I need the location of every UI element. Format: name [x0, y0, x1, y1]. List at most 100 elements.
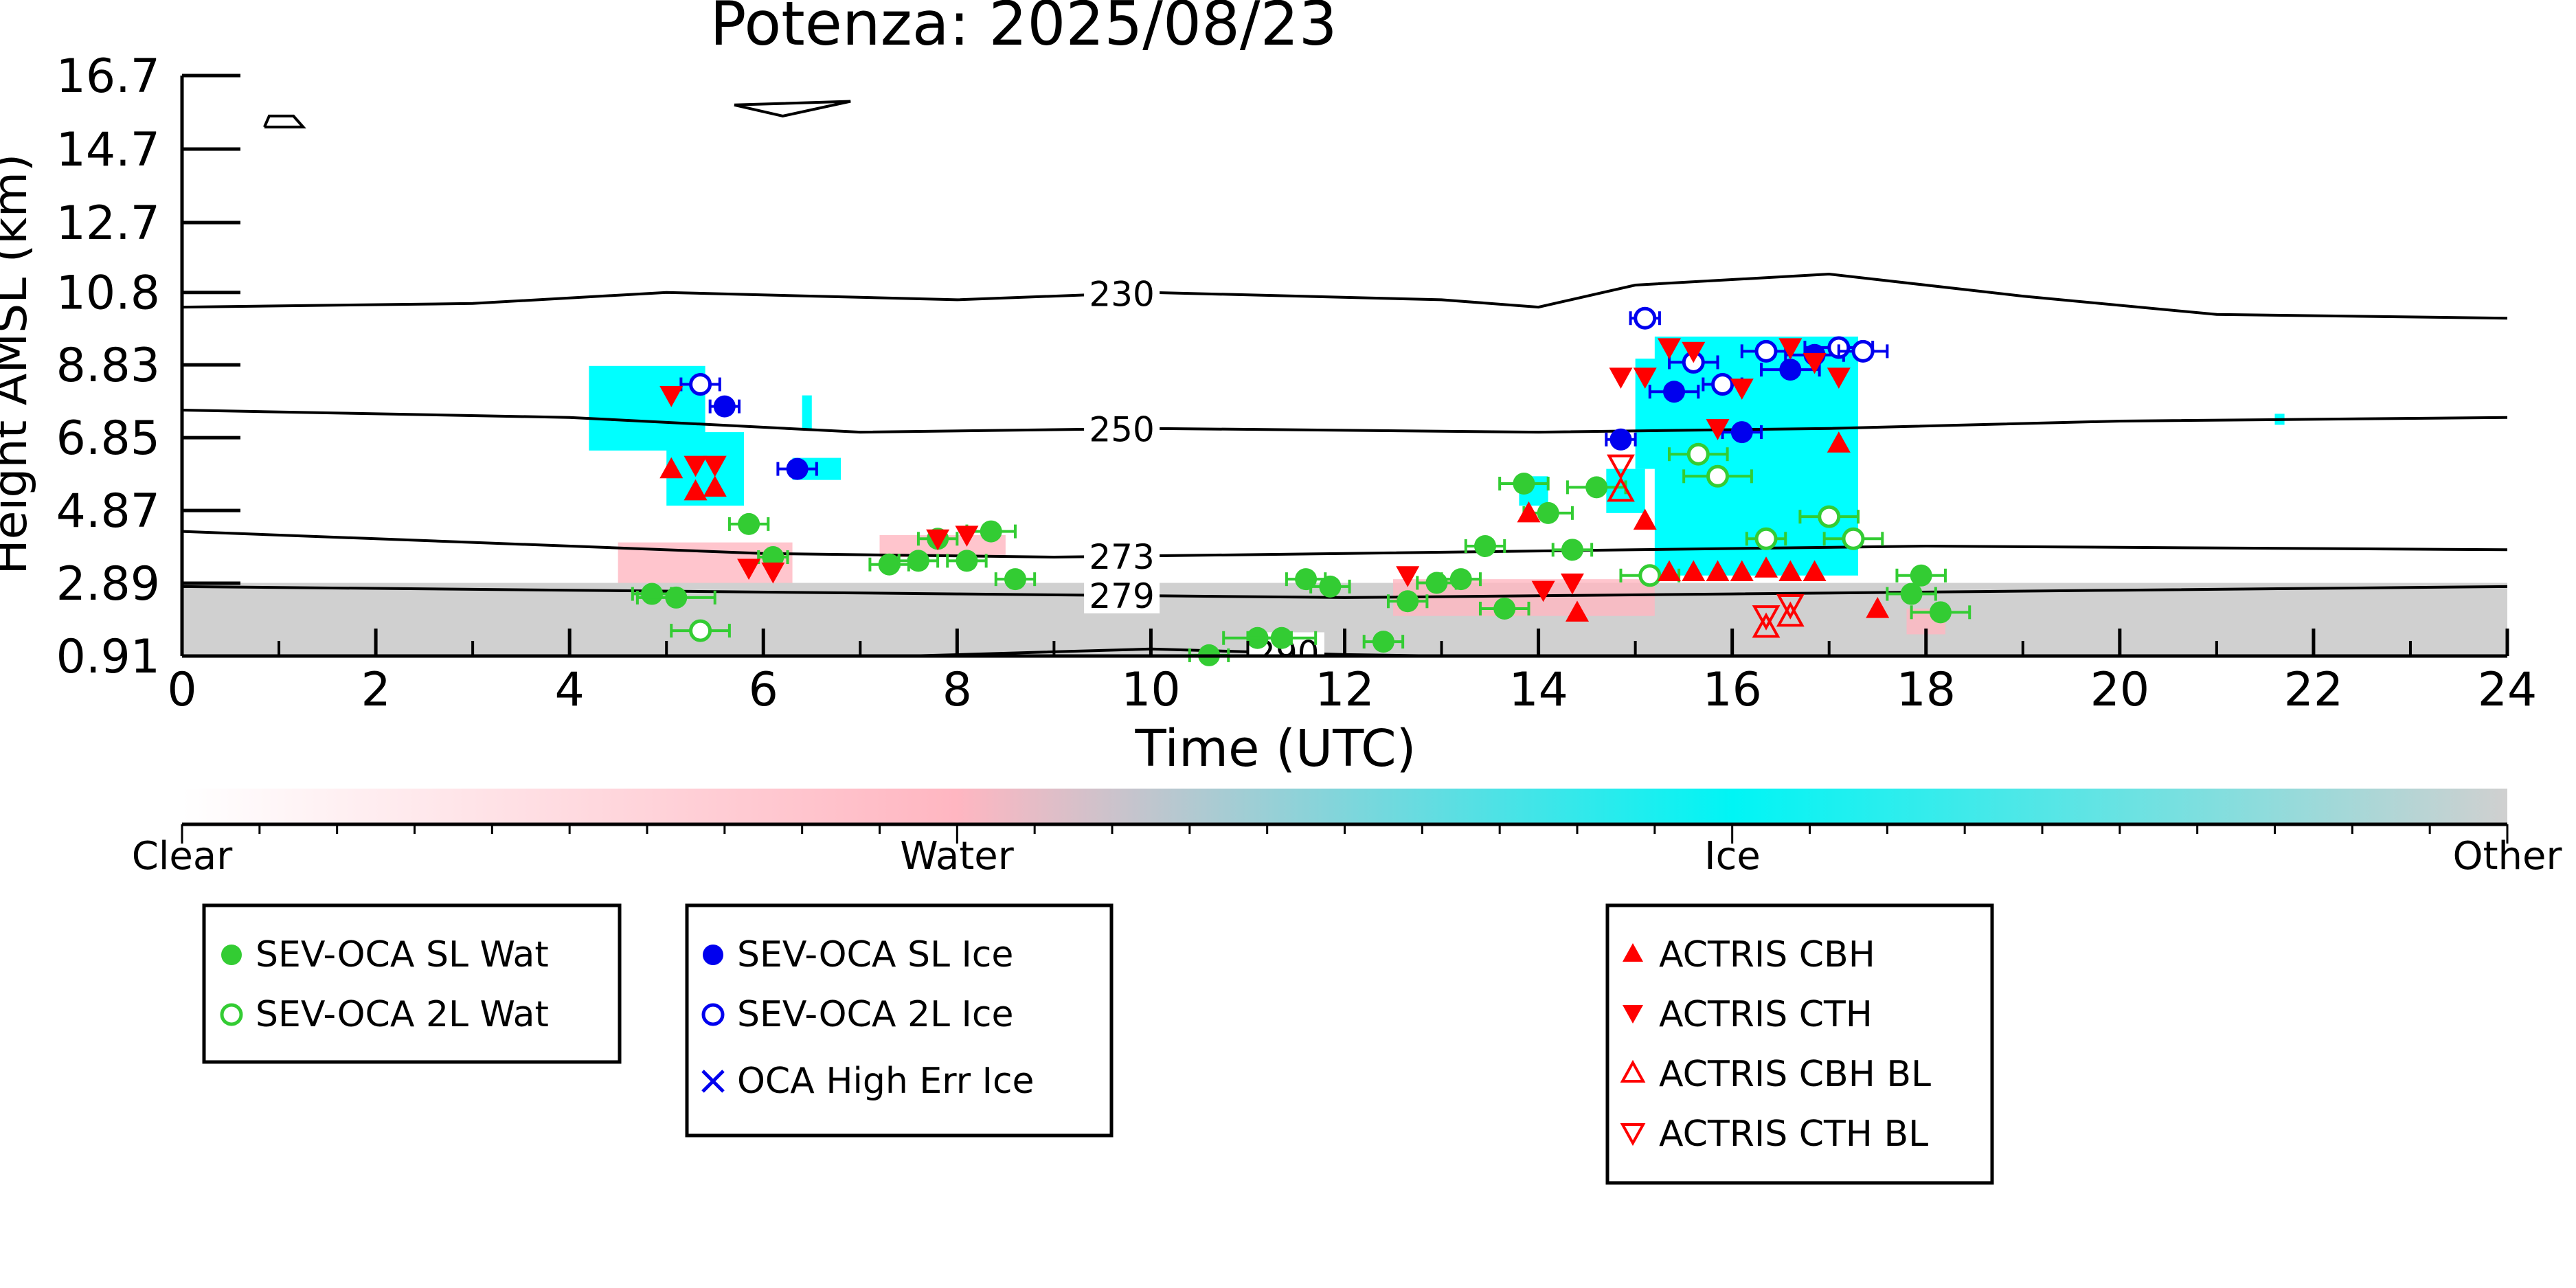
- x-tick-label: 0: [167, 663, 196, 717]
- data-point: [1730, 379, 1754, 400]
- data-point: [1663, 381, 1686, 403]
- data-point: [1803, 352, 1827, 374]
- y-ticks: 0.91 2.89 4.87 6.85 8.83 10.8 12.7 14.7 16.7: [56, 49, 240, 684]
- data-point: [1319, 575, 1342, 598]
- y-tick-label: 10.8: [56, 267, 160, 321]
- x-tick-label: 24: [2478, 663, 2538, 717]
- y-tick-label: 8.83: [56, 339, 160, 393]
- contour-label-bg: [1084, 574, 1160, 613]
- legend-label: SEV-OCA 2L Wat: [256, 994, 549, 1035]
- data-point: [1818, 505, 1841, 528]
- x-tick-label: 8: [942, 663, 972, 717]
- data-point: [703, 475, 727, 497]
- colorbar-gradient: [182, 789, 2507, 824]
- data-point: [1537, 501, 1559, 524]
- data-point: [659, 457, 683, 479]
- data-point: [1754, 339, 1778, 363]
- data-point: [1827, 368, 1851, 389]
- data-point: [1910, 564, 1932, 587]
- x-tick-label: 20: [2090, 663, 2150, 717]
- data-point: [1609, 428, 1632, 451]
- legend-marker-high-err-ice: [701, 1070, 725, 1093]
- contour-label: 279: [1089, 576, 1154, 616]
- data-point: [956, 550, 978, 572]
- data-point: [1842, 527, 1865, 550]
- colorbar-label-other: Other: [2452, 834, 2562, 879]
- colorbar-label-ice: Ice: [1704, 834, 1761, 879]
- data-point: [1607, 454, 1635, 480]
- data-point: [1585, 476, 1608, 499]
- data-point: [878, 553, 901, 576]
- data-point: [1493, 597, 1516, 620]
- contour-line: [734, 100, 851, 117]
- contour-label-bg: [1084, 273, 1160, 312]
- data-point: [907, 550, 929, 572]
- x-tick-label: 14: [1509, 663, 1568, 717]
- y-tick-label: 14.7: [56, 123, 160, 177]
- data-point: [713, 395, 736, 418]
- legend-marker-2l-ice: [701, 1003, 725, 1026]
- data-point: [1517, 501, 1541, 523]
- data-point: [1449, 568, 1472, 591]
- data-point: [1776, 601, 1805, 627]
- data-point: [1397, 590, 1419, 613]
- data-point: [1706, 560, 1730, 582]
- contour-label: 273: [1089, 537, 1154, 577]
- legend-marker-sl-wat: [221, 945, 242, 965]
- x-tick-label: 12: [1315, 663, 1375, 717]
- cloud-mask-layer: [182, 336, 2507, 656]
- data-point: [1270, 626, 1293, 649]
- colorbar-label-water: Water: [900, 834, 1015, 879]
- data-point: [1803, 560, 1827, 582]
- data-point: [1929, 601, 1952, 624]
- data-point: [1706, 419, 1730, 440]
- data-point: [1561, 539, 1583, 561]
- data-point: [1682, 560, 1706, 582]
- legend-label: ACTRIS CBH: [1659, 934, 1875, 975]
- data-point: [1779, 359, 1802, 381]
- data-point: [1866, 596, 1890, 618]
- legend-box: [685, 903, 1114, 1138]
- data-point: [1776, 594, 1805, 620]
- data-point: [1638, 564, 1662, 587]
- y-tick-label: 12.7: [56, 196, 160, 251]
- contour-line: [182, 585, 2507, 599]
- data-point: [1730, 560, 1754, 582]
- legend-label: SEV-OCA SL Wat: [256, 934, 549, 975]
- x-tick-label: 16: [1702, 663, 1762, 717]
- data-point: [1827, 431, 1851, 453]
- data-point: [1851, 339, 1875, 363]
- data-point: [1396, 566, 1420, 587]
- data-point: [738, 512, 760, 535]
- data-point: [926, 529, 950, 551]
- y-tick-label: 16.7: [56, 49, 160, 104]
- data-point: [761, 562, 785, 584]
- contour-line: [182, 530, 2507, 559]
- data-point: [683, 479, 708, 501]
- data-point: [689, 619, 712, 642]
- y-tick-label: 2.89: [56, 557, 160, 611]
- legend-label: OCA High Err Ice: [737, 1061, 1035, 1102]
- data-point: [1634, 306, 1657, 330]
- x-tick-label: 2: [361, 663, 390, 717]
- legend-box: [1605, 903, 1994, 1185]
- data-point: [1754, 556, 1778, 578]
- legend-sev-ice: SEV-OCA SL Ice SEV-OCA 2L Ice OCA High E…: [685, 903, 1114, 1138]
- data-point: [1657, 560, 1681, 582]
- data-point: [1004, 568, 1026, 591]
- x-tick-label: 18: [1896, 663, 1956, 717]
- data-point: [1513, 473, 1535, 495]
- data-point: [1752, 612, 1781, 638]
- legend-box: [202, 903, 622, 1064]
- x-ticks: 0 2 4 6 8 10 12 14 16 18 20 22 24: [167, 629, 2537, 717]
- legend-label: ACTRIS CTH: [1659, 994, 1873, 1035]
- legend-label: SEV-OCA 2L Ice: [737, 994, 1013, 1035]
- data-point: [1900, 583, 1923, 605]
- data-point: [659, 385, 683, 407]
- data-point: [1754, 527, 1778, 550]
- data-point: [1706, 464, 1730, 488]
- data-point: [1566, 600, 1589, 622]
- data-point: [1372, 631, 1394, 653]
- x-tick-label: 4: [555, 663, 585, 717]
- x-tick-label: 6: [749, 663, 778, 717]
